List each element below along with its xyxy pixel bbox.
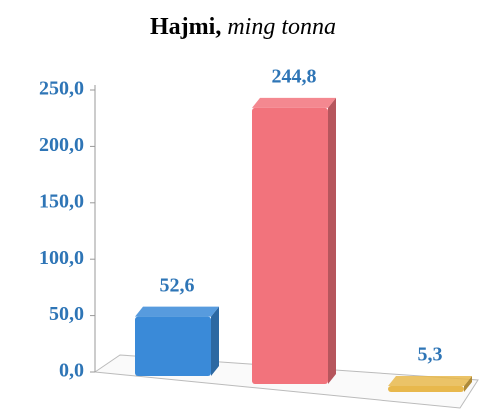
bar-top [252,97,336,108]
y-tick-label: 0,0 [59,360,84,382]
subtitle: ming tonna [227,14,336,40]
chart-title: Hajmi, ming tonna [150,14,336,40]
y-tick-label: 200,0 [39,134,84,156]
value-label: 5,3 [418,344,443,366]
bar-top [388,376,472,387]
title: Hajmi, [150,14,221,40]
y-tick-label: 250,0 [39,78,84,100]
value-label: 244,8 [272,65,317,87]
y-tick-label: 100,0 [39,247,84,269]
bar [388,386,464,392]
bar-top [135,306,219,317]
bar-side [464,376,472,392]
bar-side [328,97,336,384]
value-label: 52,6 [160,274,195,296]
bar-side [211,306,219,376]
y-tick-label: 150,0 [39,190,84,212]
bar [252,107,328,384]
bar [135,316,211,376]
y-tick-label: 50,0 [49,303,84,325]
